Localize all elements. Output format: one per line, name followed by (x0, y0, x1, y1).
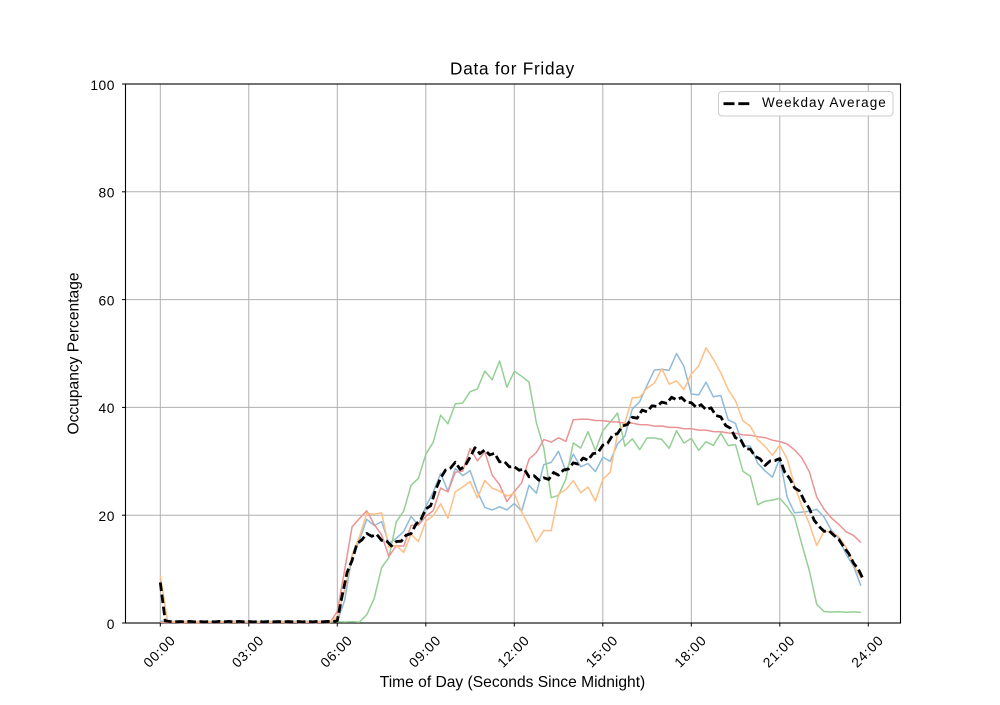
svg-text:Time of Day (Seconds Since Mid: Time of Day (Seconds Since Midnight) (380, 674, 646, 691)
svg-text:Occupancy Percentage: Occupancy Percentage (66, 272, 83, 434)
svg-text:20: 20 (99, 509, 115, 524)
svg-text:60: 60 (99, 293, 115, 308)
svg-text:Weekday Average: Weekday Average (762, 95, 887, 110)
svg-text:40: 40 (99, 401, 115, 416)
svg-text:Data for Friday: Data for Friday (450, 59, 575, 79)
svg-text:0: 0 (107, 617, 115, 632)
svg-text:80: 80 (99, 186, 115, 201)
svg-text:100: 100 (90, 78, 115, 93)
